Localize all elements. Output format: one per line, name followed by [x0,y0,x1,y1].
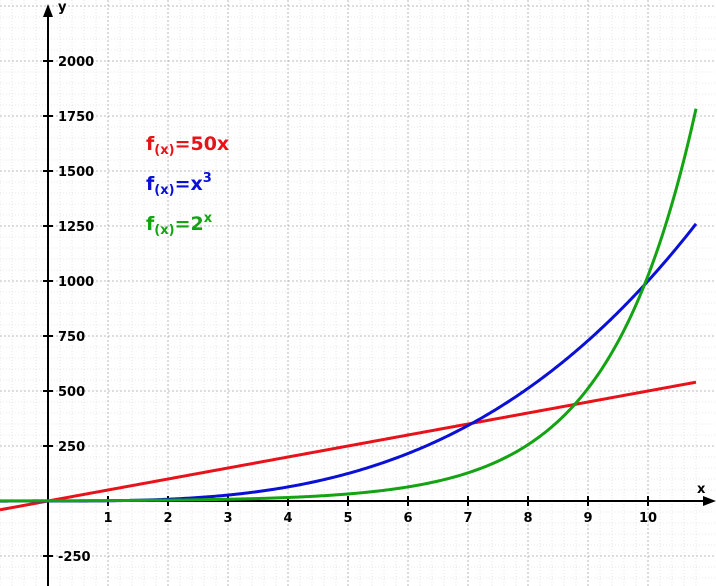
x-axis-arrow [703,496,716,506]
function-curves [0,108,698,512]
legend-f: f [146,213,155,235]
y-tick-label: -250 [58,550,91,565]
series-line-2 [0,108,698,503]
legend-sup: 3 [202,171,212,186]
legend-expr: =2 [174,213,204,235]
legend-sup: x [203,211,213,226]
y-tick-label: 1000 [58,275,94,290]
y-tick-label: 750 [58,330,85,345]
x-tick-label: 4 [283,511,292,526]
legend-sub: (x) [154,143,175,158]
y-tick-label: 500 [58,385,85,400]
y-tick-label: 1250 [58,220,94,235]
y-axis-label: y [58,0,67,15]
x-tick-label: 10 [639,511,657,526]
y-axis-arrow [43,4,53,17]
x-tick-label: 9 [583,511,592,526]
y-tick-label: 2000 [58,55,94,70]
legend-expr: =x [174,173,203,195]
axis-ticks: 1 2 3 4 5 6 7 8 9 10 -250 250 500 750 1000 1250 1500 1750… [43,55,657,565]
x-tick-label: 8 [523,511,532,526]
legend-expr: =50x [174,133,230,155]
legend-sub: (x) [154,223,175,238]
x-tick-label: 6 [403,511,412,526]
x-tick-label: 3 [223,511,232,526]
legend-entry-cubic: f(x)=x3 [146,172,212,197]
x-axis-label: x [697,482,706,497]
x-tick-label: 7 [463,511,472,526]
y-tick-label: 250 [58,440,85,455]
series-line-0 [0,380,697,512]
legend-entry-linear: f(x)=50x [146,132,230,158]
x-tick-label: 1 [103,511,112,526]
x-tick-label: 2 [163,511,172,526]
legend-f: f [146,133,155,155]
legend-entry-exponential: f(x)=2x [146,212,212,237]
legend-sub: (x) [154,183,175,198]
x-tick-label: 5 [343,511,352,526]
legend-f: f [146,173,155,195]
y-tick-label: 1500 [58,165,94,180]
y-tick-label: 1750 [58,110,94,125]
